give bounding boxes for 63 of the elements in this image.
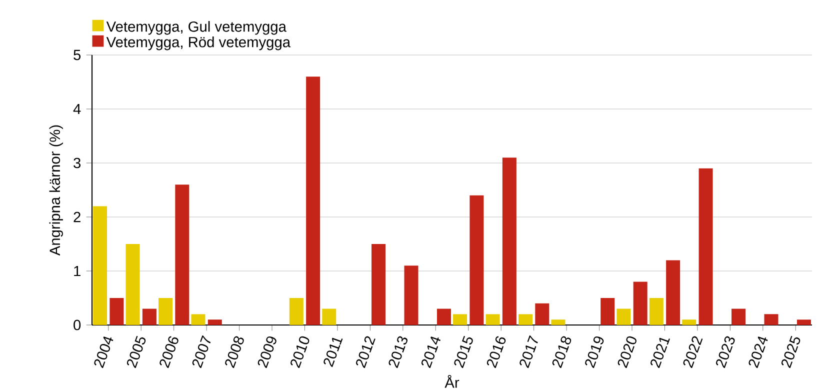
- x-tick-label: 2012: [356, 336, 376, 368]
- x-tick-label: 2023: [716, 336, 735, 368]
- y-tick-label: 5: [74, 50, 81, 60]
- bar: [486, 314, 500, 325]
- bar: [208, 320, 222, 325]
- x-tick-label: 2024: [748, 336, 768, 368]
- x-tick-label: 2016: [486, 336, 506, 368]
- bar: [551, 320, 566, 325]
- bar: [796, 320, 811, 325]
- x-tick-label: 2009: [258, 336, 276, 368]
- bar: [600, 298, 615, 325]
- x-tick-label: 2014: [421, 336, 440, 368]
- x-tick-label: 2021: [650, 338, 670, 368]
- bar: [306, 76, 320, 325]
- x-axis-title: År: [444, 374, 460, 388]
- bar: [289, 298, 304, 325]
- x-tick-label: 2017: [520, 335, 538, 368]
- x-tick-label: 2006: [160, 336, 178, 368]
- x-tick-label: 2025: [781, 336, 800, 368]
- bar: [633, 282, 648, 325]
- y-tick-label: 2: [74, 212, 80, 222]
- x-tick-label: 2013: [388, 336, 408, 368]
- x-tick-label: 2008: [225, 336, 244, 368]
- bar: [518, 314, 532, 325]
- x-tick-label: 2018: [552, 336, 572, 368]
- bar: [453, 314, 468, 325]
- bar: [372, 244, 386, 325]
- bar: [436, 308, 451, 325]
- bar: [158, 298, 172, 325]
- bar: [616, 308, 631, 325]
- x-tick-label: 2011: [324, 338, 343, 368]
- bar: [142, 308, 156, 325]
- bar: [191, 314, 206, 325]
- x-tick-label: 2004: [94, 336, 114, 368]
- y-tick-label: 0: [74, 320, 81, 330]
- x-tick-label: 2005: [126, 336, 146, 368]
- bar: [470, 195, 484, 325]
- legend-label: Vetemygga, Gul vetemygga: [106, 21, 286, 35]
- y-axis-title: Angripna kärnor (%): [49, 125, 63, 256]
- bar: [322, 308, 336, 325]
- x-tick-label: 2015: [454, 336, 473, 368]
- bar: [404, 266, 418, 325]
- bar: [666, 260, 680, 325]
- y-tick-label: 4: [73, 104, 81, 114]
- bar: [732, 308, 746, 325]
- x-tick-label: 2010: [290, 336, 310, 368]
- y-tick-label: 3: [74, 158, 81, 168]
- bar: [126, 244, 140, 325]
- bar: [764, 314, 778, 325]
- bar: [110, 298, 124, 325]
- bar: [682, 320, 696, 325]
- x-tick-label: 2007: [192, 335, 211, 368]
- x-tick-label: 2019: [585, 336, 604, 368]
- bar: [649, 298, 664, 325]
- bar: [535, 303, 550, 325]
- bar: [502, 158, 516, 325]
- y-tick-label: 1: [74, 266, 80, 276]
- legend-label: Vetemygga, Röd vetemygga: [106, 36, 291, 50]
- bar: [698, 168, 713, 325]
- bar: [93, 206, 108, 325]
- bar: [175, 184, 190, 325]
- x-tick-label: 2022: [683, 336, 703, 368]
- x-tick-label: 2020: [618, 336, 636, 368]
